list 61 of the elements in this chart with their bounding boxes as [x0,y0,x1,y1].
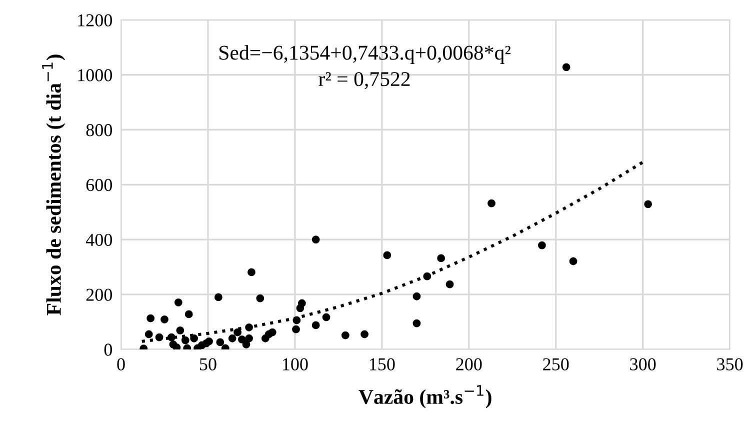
y-tick-label: 600 [86,178,112,192]
point [412,292,421,300]
y-tick-label: 0 [104,344,112,356]
point [181,336,190,344]
x-tick-label: 350 [717,358,743,370]
point [234,328,242,336]
point [268,328,276,336]
point [228,334,236,342]
x-tick-label: 0 [117,358,125,370]
point [292,325,300,334]
point [245,323,253,332]
point [488,199,496,208]
y-tick-label: 1200 [78,14,112,26]
point [292,316,301,324]
y-axis-title: Fluxo de sedimentos (t dia$^{−1}$) [42,54,66,316]
point [238,336,246,344]
point [144,330,153,338]
annotation: r² = 0,7522 [318,72,410,90]
x-tick-label: 50 [200,358,216,370]
x-tick-label: 150 [370,358,395,370]
point [245,334,253,342]
point [216,338,224,346]
point [322,313,330,322]
y-tick-label: 800 [86,124,112,136]
point [242,340,250,348]
point [298,299,306,308]
point [437,254,446,262]
y-tick-label: 400 [86,234,112,246]
point [569,257,578,266]
x-tick-label: 250 [543,358,569,370]
x-tick-label: 300 [630,358,656,370]
y-tick-label: 200 [86,288,112,301]
point [176,326,184,334]
point [172,343,181,350]
point [360,330,368,338]
x-axis-title: Vazão (m³.s$^{−1}$) [358,385,492,408]
point [190,334,198,342]
point [214,293,222,302]
point [341,331,350,340]
point [562,63,570,72]
point [446,280,454,288]
point [256,294,264,302]
point [155,333,164,342]
x-tick-label: 100 [283,358,308,370]
point [312,321,320,330]
point [184,310,193,318]
x-tick-label: 200 [456,358,482,370]
point [644,200,652,208]
y-tick-label: 1000 [78,69,112,82]
point [248,268,256,276]
annotation: Sed=−6,1354+0,7433.q+0,0068*q² [220,45,510,64]
point [146,314,155,322]
point [174,298,182,306]
point [383,251,392,260]
point [205,337,213,346]
point [423,272,432,280]
point [168,333,176,342]
point [538,241,546,250]
point [160,315,168,324]
point [412,319,421,328]
point [312,236,320,244]
